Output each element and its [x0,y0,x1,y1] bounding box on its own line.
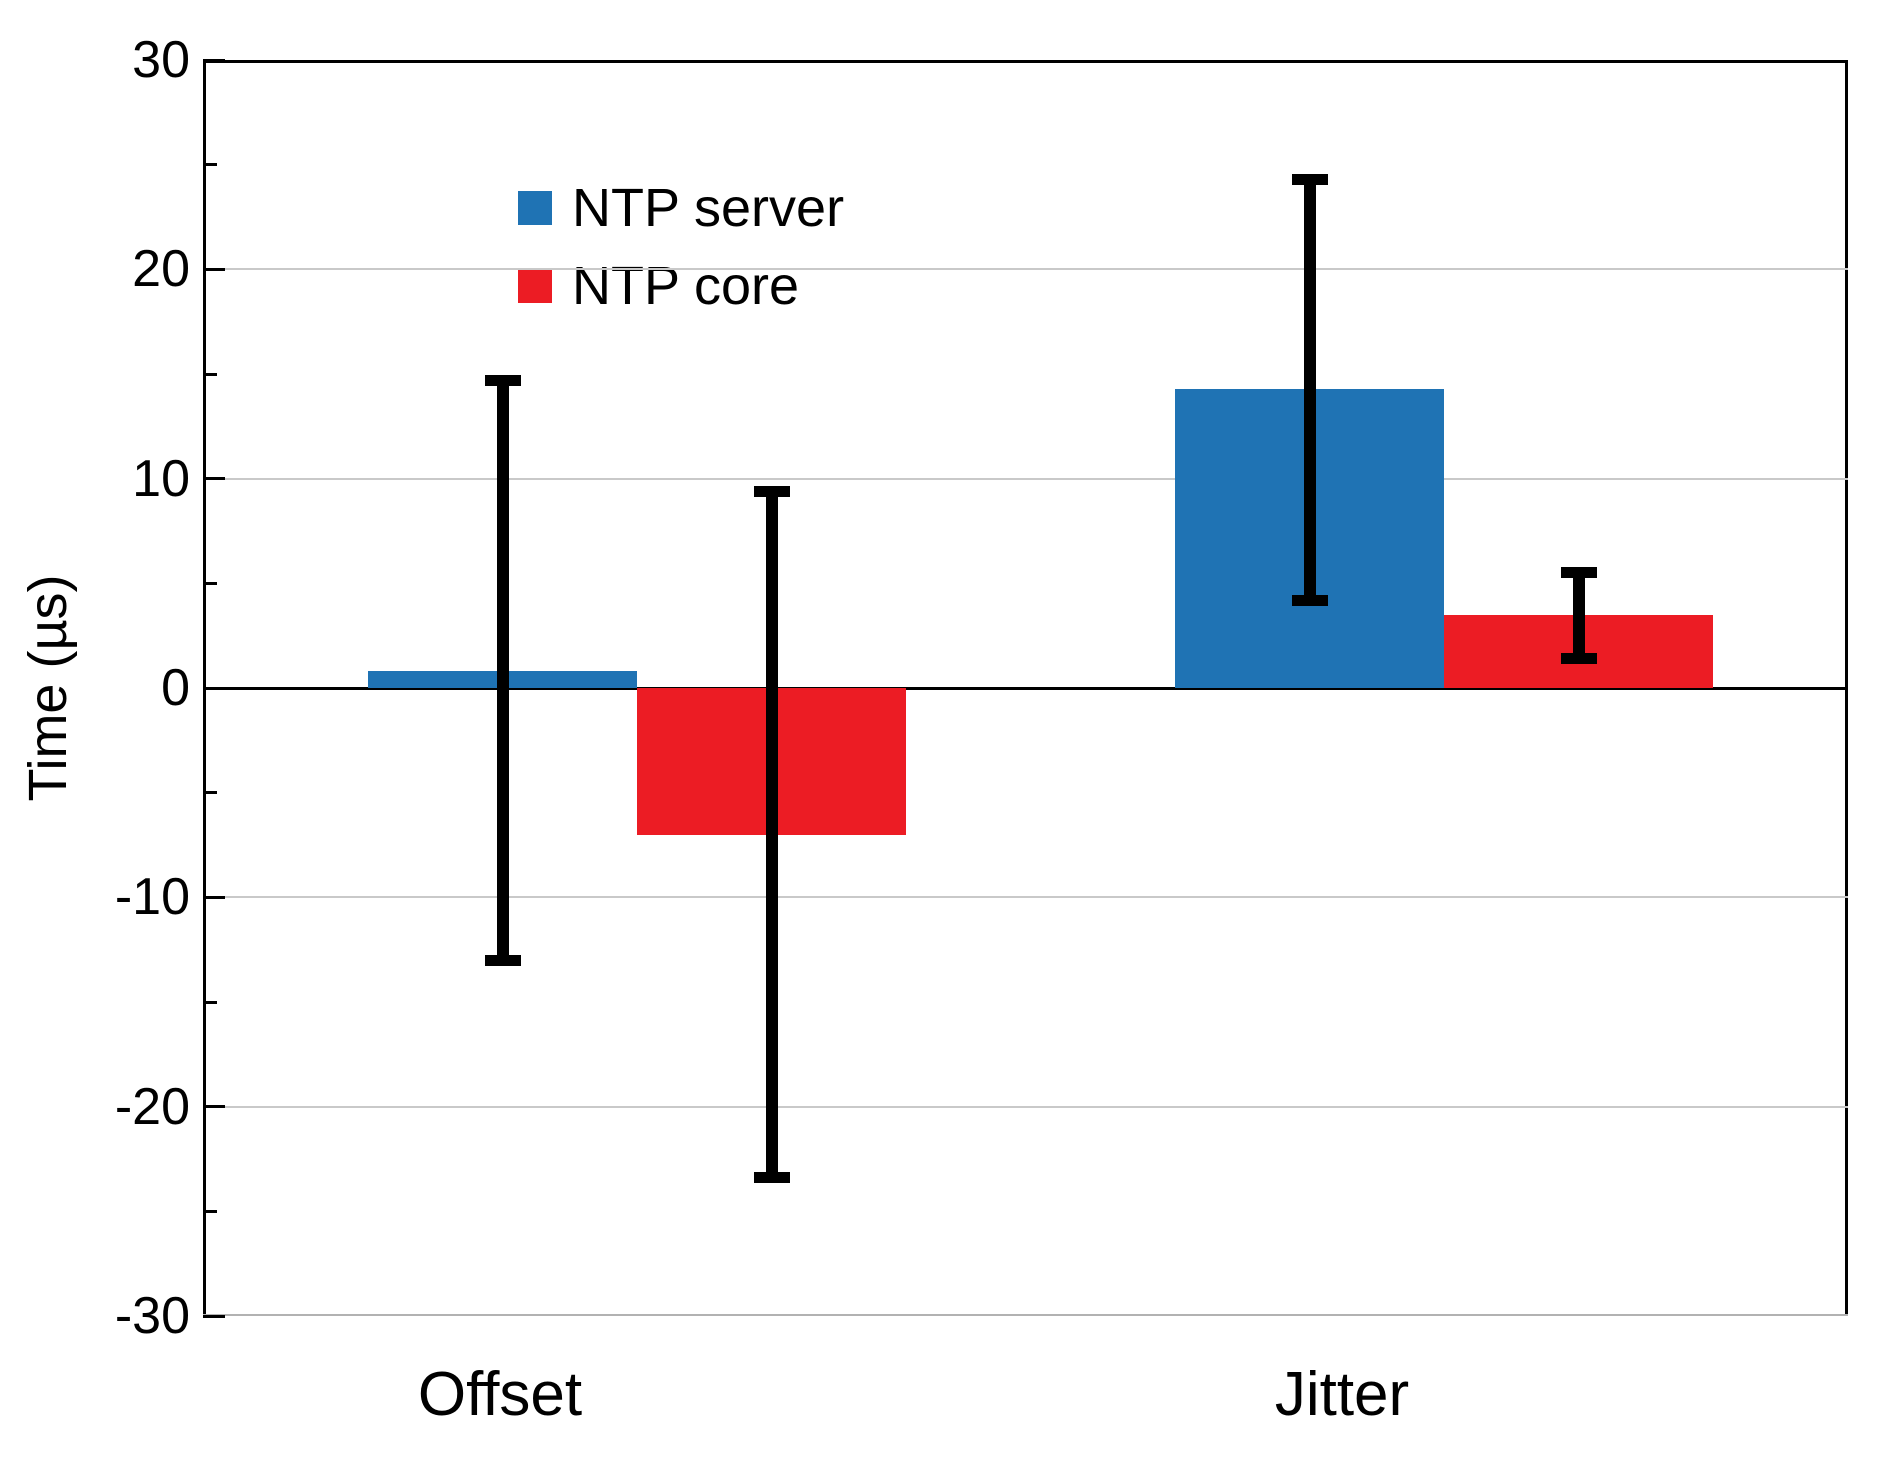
plot-border-top [203,60,1848,63]
zero-gridline [203,686,1848,690]
error-bar-ntp-server-offset-cap-bottom [484,954,521,966]
y-tick-label--10: -10 [114,868,190,927]
y-tick-minor-25 [203,163,217,167]
legend-label-ntp-server: NTP server [572,178,845,238]
y-tick-major-0 [203,686,225,690]
legend-swatch-ntp-server [518,191,552,225]
error-bar-ntp-core-jitter [1572,572,1585,659]
plot-area: NTP server NTP core [203,58,1848,1318]
legend-label-ntp-core: NTP core [572,256,800,316]
y-tick-label-30: 30 [132,31,190,89]
y-tick-major--20 [203,1105,225,1109]
gridline-10 [203,477,1848,480]
gridline-20 [203,268,1848,271]
gridline--20 [203,1105,1848,1108]
error-bar-ntp-server-jitter [1303,179,1316,601]
y-tick-minor--25 [203,1209,217,1213]
error-bar-ntp-core-jitter-cap-bottom [1560,653,1597,665]
y-tick-label-10: 10 [132,449,190,508]
y-tick-label--30: -30 [114,1287,190,1345]
gridline--10 [203,896,1848,899]
y-tick-label-0: 0 [161,659,190,717]
y-tick-minor-15 [203,372,217,376]
y-tick-label-20: 20 [132,240,190,299]
y-tick-minor--15 [203,1000,217,1004]
y-tick-major-20 [203,267,225,271]
y-tick-label--20: -20 [114,1077,190,1136]
y-tick-major-30 [203,58,225,62]
legend-swatch-ntp-core [518,269,552,303]
error-bar-ntp-server-offset-cap-top [484,374,521,386]
error-bar-ntp-core-offset-cap-bottom [753,1172,790,1184]
error-bar-ntp-core-offset [765,491,778,1178]
y-tick-major-10 [203,477,225,481]
error-bar-ntp-server-jitter-cap-bottom [1291,594,1328,606]
x-axis-line [203,1314,1848,1316]
x-category-label-jitter: Jitter [1274,1360,1410,1429]
x-category-label-offset: Offset [417,1360,583,1429]
y-tick-minor--5 [203,791,217,795]
y-tick-major--10 [203,895,225,899]
y-tick-major--30 [203,1314,225,1318]
legend: NTP server NTP core [518,178,844,338]
error-bar-ntp-core-jitter-cap-top [1560,567,1597,579]
error-bar-ntp-core-offset-cap-top [753,485,790,497]
legend-item-ntp-core: NTP core [518,256,844,316]
error-bar-ntp-server-jitter-cap-top [1291,173,1328,185]
y-tick-minor-5 [203,581,217,585]
legend-item-ntp-server: NTP server [518,178,844,238]
error-bar-ntp-server-offset [496,380,509,961]
